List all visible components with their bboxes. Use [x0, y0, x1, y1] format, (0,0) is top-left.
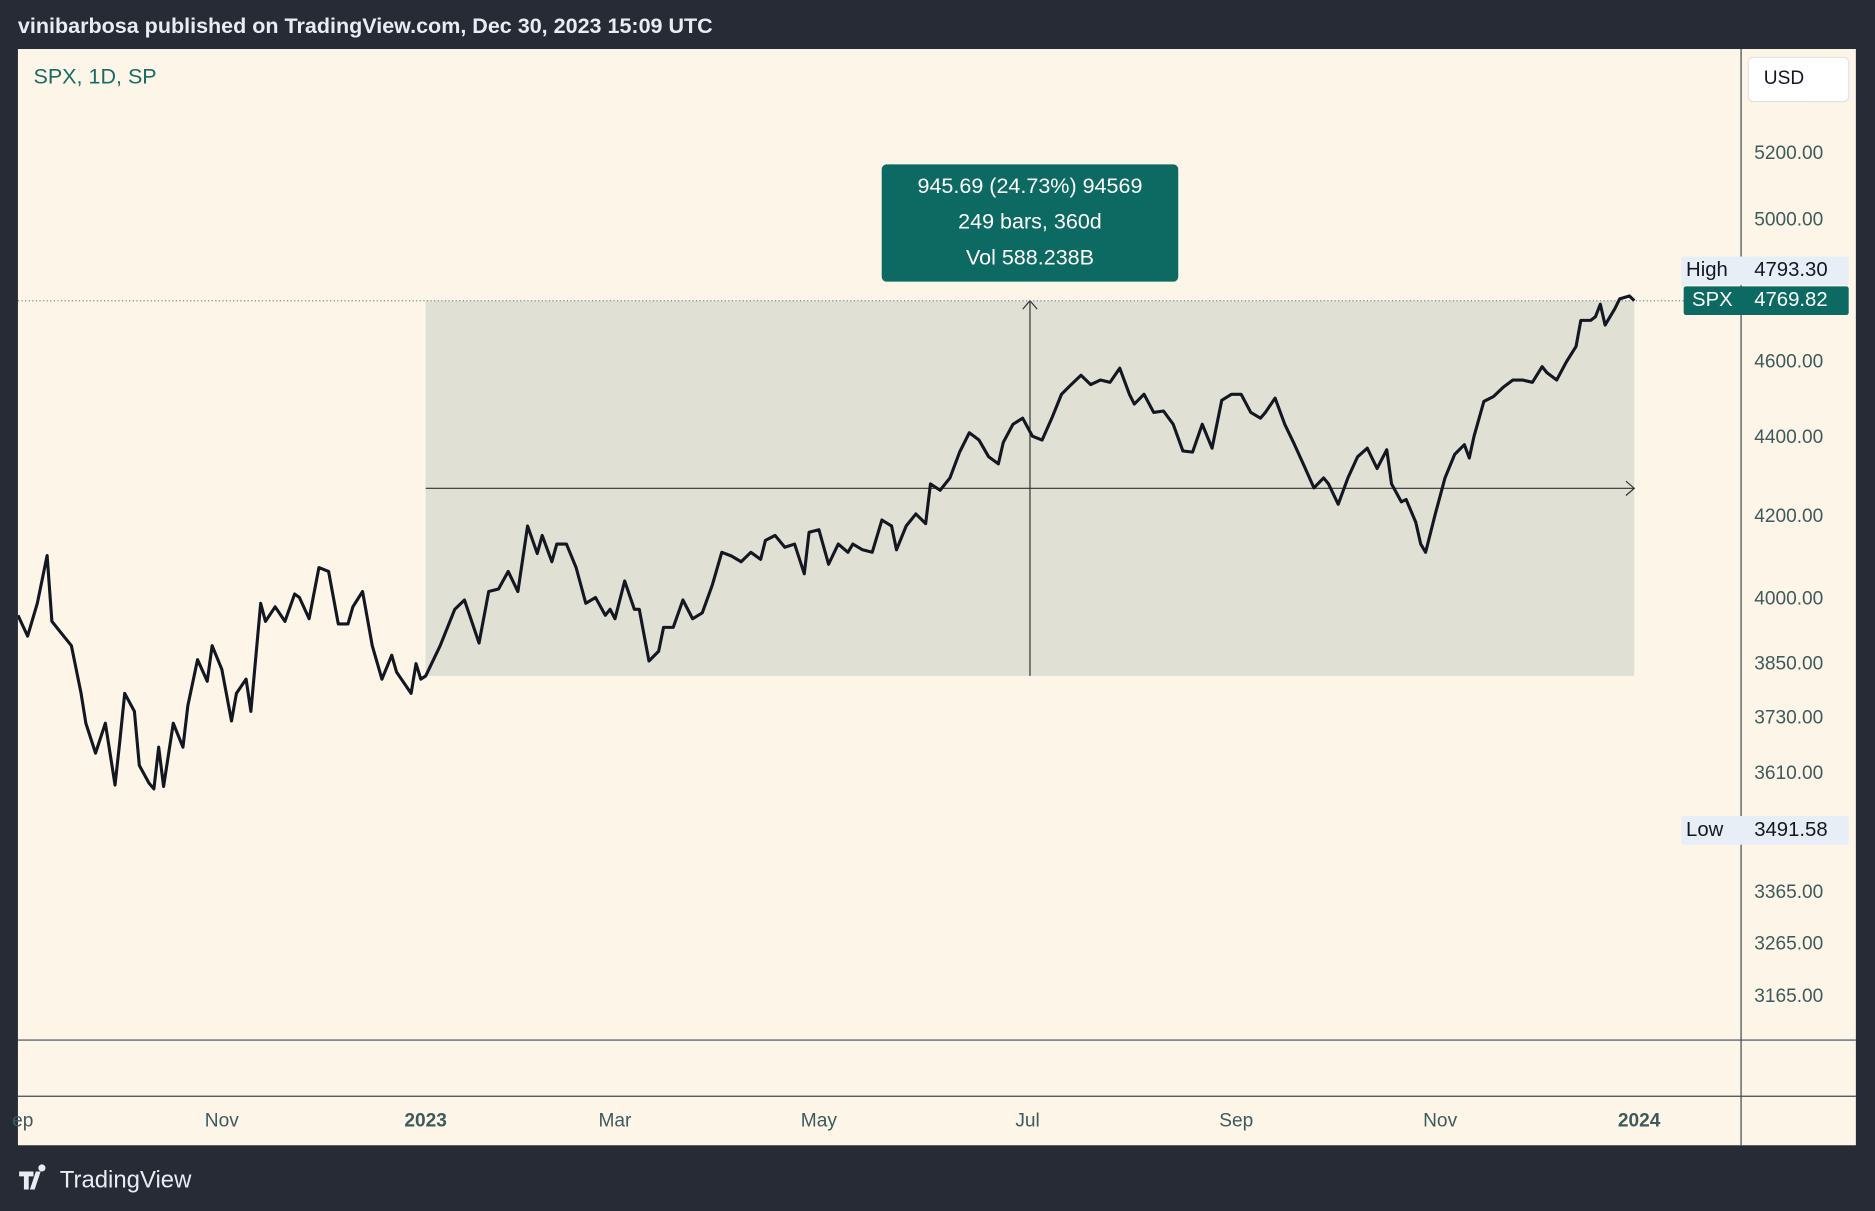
x-tick-label: ep	[12, 1110, 33, 1131]
y-tick-label: 4200.00	[1754, 506, 1823, 527]
price-label-badge	[1681, 816, 1849, 845]
plot-area: 945.69 (24.73%) 94569 249 bars, 360d Vol 5…	[17, 164, 1742, 791]
footer-logo	[19, 1164, 46, 1190]
measure-text: 945.69 (24.73%) 94569	[918, 174, 1143, 198]
y-tick-label: 5200.00	[1754, 143, 1823, 164]
brand: TradingView	[60, 1166, 192, 1193]
price-label-value: 3491.58	[1754, 819, 1827, 841]
x-tick-label: May	[801, 1110, 838, 1131]
measure-text: Vol 588.238B	[966, 246, 1094, 270]
x-tick-label: Jul	[1015, 1110, 1039, 1131]
y-tick-label: 3610.00	[1754, 763, 1823, 784]
measure-h-arrow	[1625, 480, 1636, 496]
x-tick-label: Sep	[1219, 1110, 1253, 1131]
measure-tooltip	[881, 164, 1179, 282]
y-tick-label: 4400.00	[1754, 427, 1823, 448]
publisher: vinibarbosa published on TradingView.com…	[18, 14, 713, 38]
y-tick-label: 4000.00	[1754, 589, 1823, 610]
price-line	[17, 294, 1636, 791]
currency[interactable]: USD	[1764, 68, 1804, 89]
x-tick-label: Nov	[1423, 1110, 1457, 1131]
axes: 5200.00 5000.00 4600.00 4400.00 4200.00 4000.…	[12, 143, 1849, 1131]
price-label-value: 4793.30	[1754, 259, 1827, 281]
y-tick-label: 4600.00	[1754, 351, 1823, 372]
price-label-name: High	[1686, 259, 1728, 281]
y-tick-label: 5000.00	[1754, 210, 1823, 231]
last-price-badge	[1683, 286, 1849, 316]
y-tick-label: 3265.00	[1754, 933, 1823, 954]
measure-text: 249 bars, 360d	[958, 210, 1102, 234]
symbol-label: SPX, 1D, SP	[33, 64, 156, 88]
x-tick-label: 2023	[404, 1110, 447, 1131]
y-tick-label: 3365.00	[1754, 882, 1823, 903]
currency-button[interactable]	[1747, 56, 1850, 103]
y-tick-label: 3730.00	[1754, 707, 1823, 728]
x-tick-label: Nov	[205, 1110, 239, 1131]
last-price-value: 4769.82	[1754, 289, 1827, 311]
x-tick-label: Mar	[599, 1110, 633, 1131]
x-tick-label: 2024	[1618, 1110, 1661, 1131]
last-price-name: SPX	[1692, 289, 1733, 311]
price-label-badge	[1681, 256, 1849, 286]
price-label-name: Low	[1686, 819, 1724, 841]
y-tick-label: 3850.00	[1754, 654, 1823, 675]
y-tick-label: 3165.00	[1754, 986, 1823, 1007]
